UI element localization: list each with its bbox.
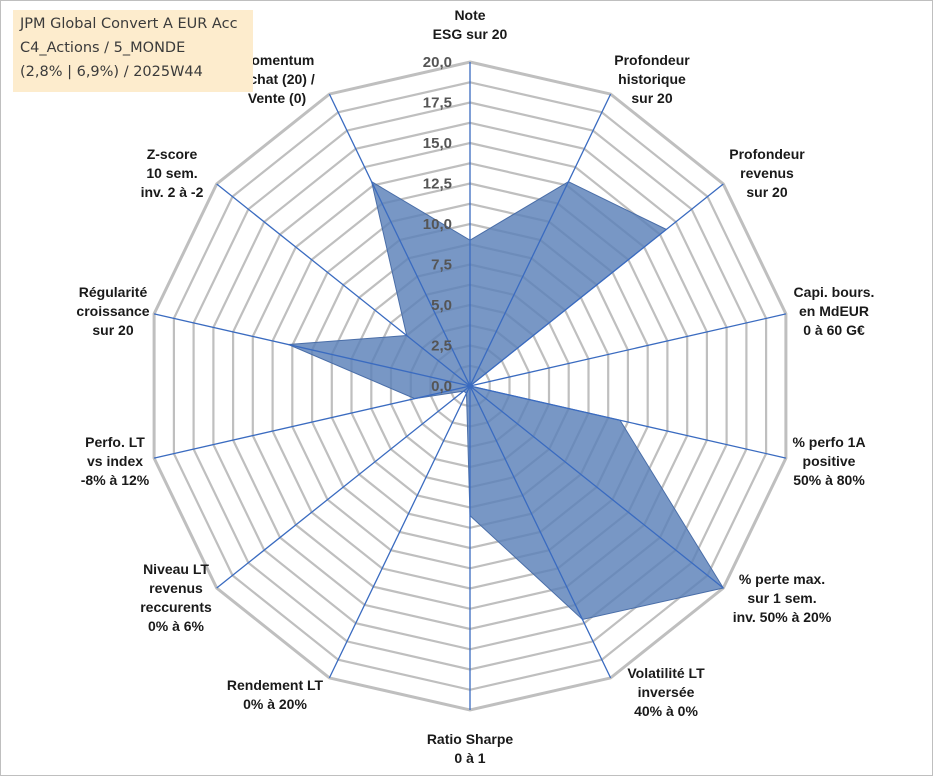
axis-label: % perfo 1A positive 50% à 80% xyxy=(792,434,865,488)
axis-label: Capi. bours. en MdEUR 0 à 60 G€ xyxy=(794,284,875,338)
axis-label-line: revenus xyxy=(740,165,794,181)
axis-label: Perfo. LT vs index -8% à 12% xyxy=(81,434,150,488)
axis-label-line: Volatilité LT xyxy=(627,665,705,681)
axis-label-line: Perfo. LT xyxy=(85,434,145,450)
axis-label-line: sur 20 xyxy=(746,184,787,200)
axis-label: Profondeur historique sur 20 xyxy=(614,52,690,106)
axis-spoke xyxy=(469,183,724,387)
axis-spoke xyxy=(216,183,471,387)
tick-label: 7,5 xyxy=(431,257,452,274)
axis-label-line: croissance xyxy=(76,303,149,319)
fund-info-box: JPM Global Convert A EUR Acc C4_Actions … xyxy=(13,10,253,92)
axis-label-line: positive xyxy=(803,453,856,469)
axis-spoke xyxy=(328,385,471,679)
axis-spoke xyxy=(469,385,787,459)
axis-label-line: 0% à 20% xyxy=(243,696,307,712)
axis-label-line: 0% à 6% xyxy=(148,618,205,634)
axis-label-line: Rendement LT xyxy=(227,677,324,693)
axis-label-line: inversée xyxy=(638,684,695,700)
axis-spoke xyxy=(469,385,612,679)
fund-category: C4_Actions / 5_MONDE xyxy=(20,40,186,56)
data-area xyxy=(288,180,725,621)
axis-spoke xyxy=(469,385,724,589)
axis-spoke xyxy=(153,313,471,387)
axis-label-line: Profondeur xyxy=(614,52,690,68)
axis-label: Rendement LT 0% à 20% xyxy=(227,677,324,712)
axis-label-line: Profondeur xyxy=(729,146,805,162)
axis-label: Régularité croissance sur 20 xyxy=(76,284,149,338)
axis-label-line: reccurents xyxy=(140,599,212,615)
fund-name: JPM Global Convert A EUR Acc xyxy=(20,16,238,32)
axis-label-line: 0 à 1 xyxy=(454,750,485,766)
axis-label-line: Z-score xyxy=(147,146,198,162)
axis-label-line: sur 1 sem. xyxy=(747,590,816,606)
axis-label-line: Vente (0) xyxy=(248,90,306,106)
axis-spoke xyxy=(469,313,787,387)
axis-label-line: Momentum xyxy=(240,52,315,68)
axis-label-line: 50% à 80% xyxy=(793,472,865,488)
axis-label-line: Achat (20) / xyxy=(239,71,315,87)
axis-label-line: 10 sem. xyxy=(146,165,197,181)
tick-label: 12,5 xyxy=(423,176,452,193)
axis-spoke xyxy=(469,93,612,387)
axis-label-line: vs index xyxy=(87,453,143,469)
axis-label-line: 0 à 60 G€ xyxy=(803,322,865,338)
axis-label-line: Niveau LT xyxy=(143,561,209,577)
axis-label: Note ESG sur 20 xyxy=(433,7,508,42)
tick-label: 5,0 xyxy=(431,297,452,314)
axis-label: Profondeur revenus sur 20 xyxy=(729,146,805,200)
axis-label-line: sur 20 xyxy=(631,90,672,106)
tick-label: 0,0 xyxy=(431,378,452,395)
axis-label: Z-score 10 sem. inv. 2 à -2 xyxy=(141,146,204,200)
axis-label-line: inv. 50% à 20% xyxy=(733,609,832,625)
axis-label-line: sur 20 xyxy=(92,322,133,338)
axis-label-line: Note xyxy=(454,7,485,23)
axis-label: Ratio Sharpe 0 à 1 xyxy=(427,731,514,766)
axis-spoke xyxy=(216,385,471,589)
axis-label-line: -8% à 12% xyxy=(81,472,150,488)
axis-spoke xyxy=(328,93,471,387)
tick-label: 2,5 xyxy=(431,338,452,355)
axis-label-line: % perfo 1A xyxy=(792,434,865,450)
axis-label-line: revenus xyxy=(149,580,203,596)
axis-label-line: en MdEUR xyxy=(799,303,869,319)
axis-label: Niveau LT revenus reccurents 0% à 6% xyxy=(140,561,212,634)
axis-label-line: % perte max. xyxy=(739,571,825,587)
axis-label-line: Régularité xyxy=(79,284,148,300)
axis-label-line: Capi. bours. xyxy=(794,284,875,300)
fund-stats: (2,8% | 6,9%) / 2025W44 xyxy=(20,64,203,80)
axis-label: % perte max. sur 1 sem. inv. 50% à 20% xyxy=(733,571,832,625)
tick-label: 20,0 xyxy=(423,54,452,71)
axis-label-line: 40% à 0% xyxy=(634,703,698,719)
axis-label-line: historique xyxy=(618,71,686,87)
tick-label: 10,0 xyxy=(423,216,452,233)
tick-label: 17,5 xyxy=(423,95,452,112)
tick-label: 15,0 xyxy=(423,135,452,152)
axis-label-line: ESG sur 20 xyxy=(433,26,508,42)
axis-spoke xyxy=(153,385,471,459)
axis-label: Volatilité LT inversée 40% à 0% xyxy=(627,665,705,719)
axis-label-line: inv. 2 à -2 xyxy=(141,184,204,200)
axis-label-line: Ratio Sharpe xyxy=(427,731,514,747)
axis-label: Momentum Achat (20) / Vente (0) xyxy=(239,52,315,106)
